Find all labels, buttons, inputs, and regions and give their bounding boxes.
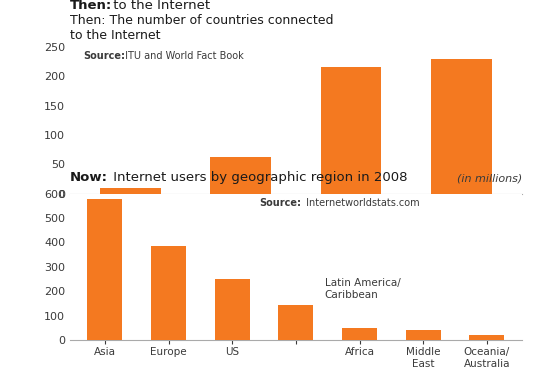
- Text: Then: The number of countries connected
to the Internet: Then: The number of countries connected …: [70, 14, 334, 41]
- Bar: [151, 246, 186, 340]
- Bar: [210, 157, 271, 194]
- Text: ITU and World Fact Book: ITU and World Fact Book: [122, 51, 244, 61]
- Text: Internetworldstats.com: Internetworldstats.com: [303, 198, 419, 208]
- Bar: [342, 328, 377, 340]
- Text: The number of countries connected
 to the Internet: The number of countries connected to the…: [109, 0, 352, 12]
- Bar: [278, 305, 314, 340]
- Text: Then:: Then:: [70, 0, 112, 12]
- Bar: [469, 335, 504, 340]
- Text: Latin America/
Caribbean: Latin America/ Caribbean: [324, 278, 400, 300]
- Bar: [100, 188, 161, 194]
- Text: (in millions): (in millions): [457, 174, 522, 184]
- Bar: [215, 278, 250, 340]
- Text: Source:: Source:: [83, 51, 125, 61]
- Bar: [88, 199, 123, 340]
- Bar: [431, 59, 492, 194]
- Text: Source:: Source:: [260, 198, 302, 208]
- Bar: [321, 67, 381, 194]
- Text: Now:: Now:: [70, 171, 108, 184]
- Text: Internet users by geographic region in 2008: Internet users by geographic region in 2…: [109, 171, 407, 184]
- Bar: [406, 330, 441, 340]
